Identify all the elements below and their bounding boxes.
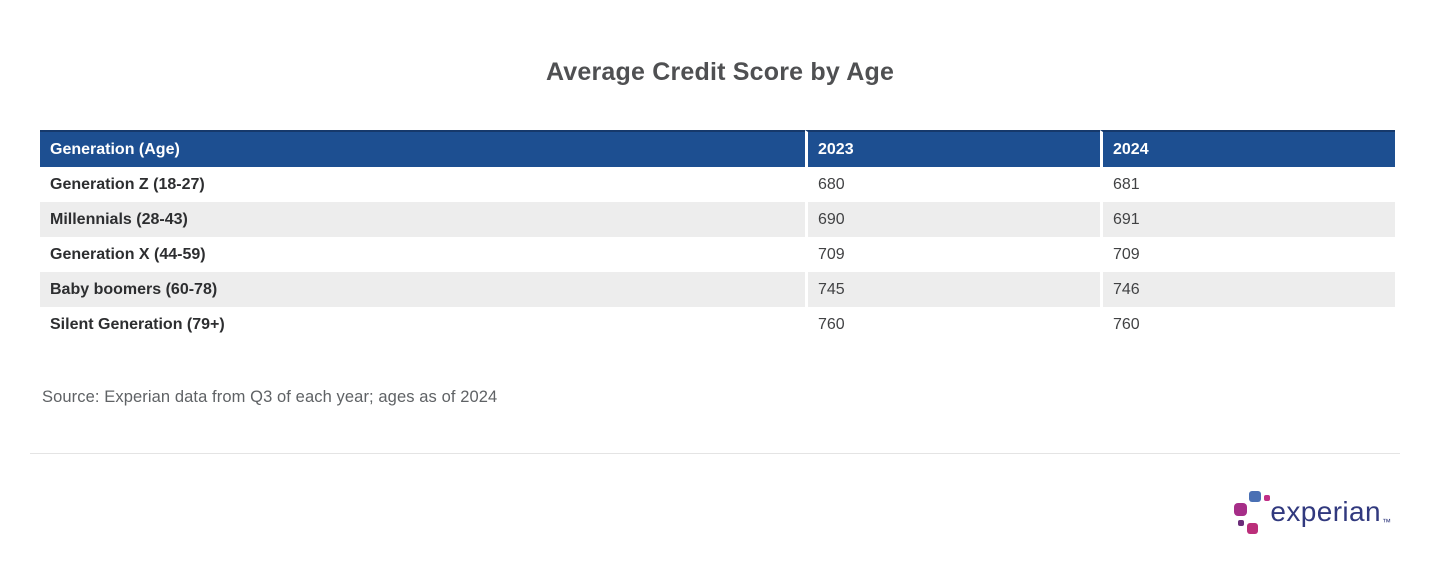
table-row: Generation X (44-59) 709 709 — [40, 237, 1395, 272]
score-2023: 745 — [805, 272, 1100, 307]
column-header-generation: Generation (Age) — [40, 130, 805, 167]
table-header-row: Generation (Age) 2023 2024 — [40, 130, 1395, 167]
chart-title: Average Credit Score by Age — [545, 58, 895, 86]
score-2024: 709 — [1100, 237, 1395, 272]
table-row: Silent Generation (79+) 760 760 — [40, 307, 1395, 342]
score-2023: 680 — [805, 167, 1100, 202]
score-2024: 746 — [1100, 272, 1395, 307]
generation-label: Generation Z (18-27) — [40, 167, 805, 202]
logo-dot-deep-pink-icon — [1247, 523, 1259, 534]
source-note: Source: Experian data from Q3 of each ye… — [42, 388, 498, 406]
score-2023: 760 — [805, 307, 1100, 342]
experian-logo: experian ™ — [1231, 487, 1391, 537]
logo-dot-blue-icon — [1249, 491, 1262, 502]
score-2024: 681 — [1100, 167, 1395, 202]
divider — [30, 453, 1400, 454]
experian-wordmark: experian — [1270, 496, 1381, 527]
logo-dot-purple-small-icon — [1238, 520, 1245, 526]
column-header-2023: 2023 — [805, 130, 1100, 167]
score-2023: 709 — [805, 237, 1100, 272]
experian-dots-icon — [1231, 488, 1271, 536]
score-2023: 690 — [805, 202, 1100, 237]
table-row: Baby boomers (60-78) 745 746 — [40, 272, 1395, 307]
column-header-2024: 2024 — [1100, 130, 1395, 167]
logo-dot-magenta-large-icon — [1234, 503, 1248, 516]
generation-label: Silent Generation (79+) — [40, 307, 805, 342]
generation-label: Baby boomers (60-78) — [40, 272, 805, 307]
credit-score-table-container: Generation (Age) 2023 2024 Generation Z … — [40, 130, 1395, 342]
table-row: Millennials (28-43) 690 691 — [40, 202, 1395, 237]
score-2024: 691 — [1100, 202, 1395, 237]
table-row: Generation Z (18-27) 680 681 — [40, 167, 1395, 202]
generation-label: Millennials (28-43) — [40, 202, 805, 237]
trademark-symbol: ™ — [1382, 517, 1391, 527]
logo-dot-pink-small-icon — [1264, 495, 1271, 501]
credit-score-table: Generation (Age) 2023 2024 Generation Z … — [40, 130, 1395, 342]
score-2024: 760 — [1100, 307, 1395, 342]
generation-label: Generation X (44-59) — [40, 237, 805, 272]
